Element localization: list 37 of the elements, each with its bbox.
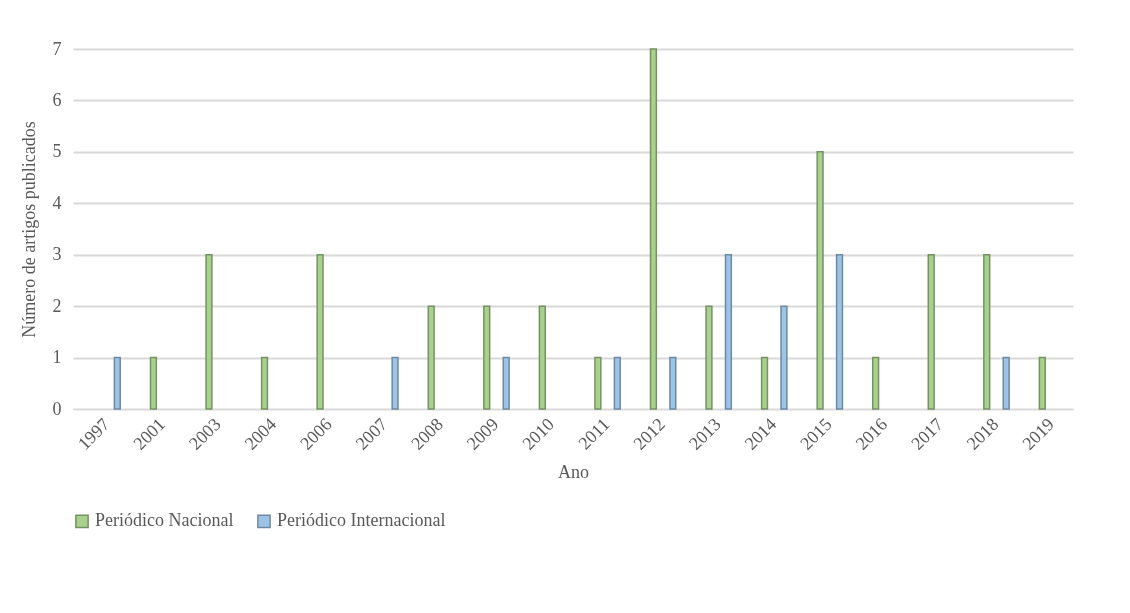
bar — [113, 356, 121, 410]
y-axis-title: Número de artigos publicados — [18, 121, 39, 338]
bar — [483, 305, 491, 410]
bar — [538, 305, 546, 410]
bar — [1002, 356, 1010, 410]
bar — [613, 356, 621, 410]
y-tick-label: 6 — [52, 89, 62, 110]
y-tick-label: 4 — [52, 192, 62, 213]
y-tick-label: 3 — [52, 244, 62, 265]
bar — [669, 356, 677, 410]
bar — [260, 356, 269, 410]
bar — [316, 253, 324, 410]
x-axis-title: Ano — [558, 461, 589, 482]
legend-label: Periódico Nacional — [95, 510, 234, 531]
bar — [780, 305, 788, 410]
bar — [427, 305, 435, 410]
bar — [816, 151, 824, 410]
bar — [760, 356, 769, 410]
bar — [149, 356, 158, 410]
y-tick-label: 2 — [52, 295, 62, 316]
bar — [724, 253, 733, 410]
bar — [502, 356, 510, 410]
y-tick-label: 1 — [52, 347, 62, 368]
y-tick-label: 0 — [52, 398, 62, 419]
bar — [205, 253, 213, 410]
bar — [705, 305, 713, 410]
bar — [927, 253, 935, 410]
legend-label: Periódico Internacional — [277, 510, 446, 531]
bar — [835, 253, 844, 410]
bar — [391, 356, 399, 410]
bar — [1038, 356, 1046, 410]
bar — [871, 356, 880, 410]
y-tick-label: 7 — [52, 38, 62, 59]
bar — [594, 356, 602, 410]
bar — [649, 48, 658, 410]
y-tick-label: 5 — [52, 141, 62, 162]
bar — [983, 253, 991, 410]
